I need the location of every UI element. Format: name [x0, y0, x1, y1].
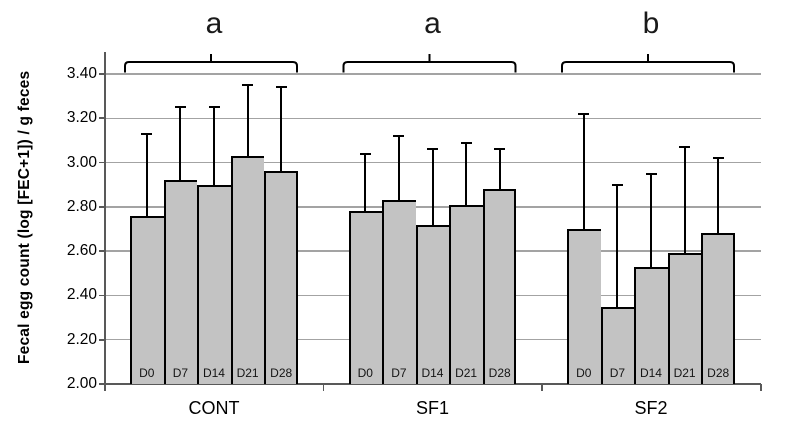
- error-bar-sf1-d0: [364, 153, 367, 214]
- y-axis-tick-label: 2.20: [66, 330, 97, 348]
- bar-label-cont-d14: D14: [202, 366, 225, 380]
- group-label-sf1: SF1: [415, 398, 449, 418]
- error-bar-cont-d7: [179, 107, 182, 183]
- group-bracket-cont: [124, 54, 298, 73]
- y-axis-tick-label: 2.40: [66, 286, 97, 304]
- x-axis-tick: [322, 384, 325, 391]
- significance-letter-sf1: a: [424, 7, 441, 40]
- bar-label-sf2-d0: D0: [576, 366, 592, 380]
- y-axis-tick-label: 3.00: [66, 153, 97, 171]
- bar-label-sf2-d14: D14: [639, 366, 662, 380]
- error-bar-cont-d21: [246, 85, 249, 158]
- group-label-cont: CONT: [188, 398, 240, 418]
- error-bar-cap: [427, 148, 438, 151]
- significance-letter-cont: a: [205, 7, 223, 40]
- error-bar-cont-d14: [213, 107, 215, 187]
- bar-label-sf2-d7: D7: [609, 366, 626, 380]
- y-axis-tick: [99, 294, 105, 297]
- gridline: [105, 73, 761, 75]
- error-bar-cap: [460, 141, 472, 144]
- bar-label-cont-d21: D21: [236, 366, 259, 380]
- y-axis-tick: [99, 383, 105, 385]
- y-axis-tick-label: 2.60: [66, 242, 97, 260]
- bar-label-cont-d0: D0: [139, 366, 155, 380]
- bar-sf2-d7: [600, 306, 635, 384]
- x-axis-tick: [541, 384, 543, 391]
- bar-label-sf2-d21: D21: [673, 366, 696, 380]
- bar-sf1-d14: [415, 224, 450, 384]
- error-bar-sf2-d7: [616, 184, 619, 309]
- error-bar-cap: [494, 148, 506, 151]
- bar-label-cont-d28: D28: [270, 366, 293, 380]
- bar-label-sf1-d28: D28: [488, 366, 511, 380]
- y-axis-tick-label: 2.00: [66, 375, 97, 392]
- bar-sf1-d7: [382, 200, 416, 384]
- y-axis-tick-label: 3.20: [66, 109, 97, 127]
- error-bar-sf1-d21: [465, 142, 468, 207]
- error-bar-cap: [578, 112, 590, 115]
- bar-cont-d14: [197, 184, 231, 384]
- y-axis-line: [104, 52, 106, 384]
- bar-label-sf1-d14: D14: [421, 366, 444, 380]
- y-axis-tick: [99, 338, 105, 341]
- significance-letter-sf2: b: [642, 7, 660, 40]
- bar-label-sf2-d28: D28: [707, 366, 730, 380]
- error-bar-cap: [645, 172, 657, 175]
- y-axis-tick: [99, 206, 105, 208]
- y-axis-tick: [99, 73, 105, 75]
- gridline: [105, 117, 761, 119]
- y-axis-title: Fecal egg count (log [FEC+1]) / g feces: [16, 70, 33, 364]
- group-bracket-sf2: [561, 54, 735, 73]
- error-bar-cap: [712, 157, 724, 160]
- bar-sf2-d28: [701, 233, 735, 384]
- bar-cont-d28: [264, 171, 298, 384]
- significance-brackets: [124, 54, 735, 73]
- error-bar-sf2-d28: [717, 158, 720, 236]
- error-bar-cont-d28: [280, 87, 283, 174]
- error-bar-sf1-d7: [397, 136, 400, 203]
- error-bar-cont-d0: [145, 133, 148, 218]
- error-bar-cap: [275, 86, 287, 89]
- error-bar-sf2-d21: [683, 147, 686, 256]
- y-axis-tick: [99, 161, 105, 164]
- error-bar-sf1-d28: [498, 149, 501, 192]
- x-axis-tick: [104, 384, 106, 391]
- error-bar-cap: [141, 132, 153, 135]
- error-bar-sf1-d14: [431, 149, 434, 227]
- bar-label-cont-d7: D7: [172, 366, 189, 380]
- group-label-sf2: SF2: [634, 398, 668, 418]
- x-axis-tick: [760, 384, 762, 391]
- bar-sf1-d21: [449, 204, 483, 384]
- bar-cont-d7: [163, 180, 198, 384]
- bar-sf1-d0: [348, 211, 383, 384]
- error-bar-cap: [208, 106, 220, 109]
- error-bar-sf2-d0: [582, 113, 585, 231]
- error-bar-cap: [611, 183, 623, 186]
- error-bar-cap: [679, 146, 691, 149]
- y-axis-tick-label: 3.40: [66, 65, 97, 82]
- y-axis-tick: [99, 250, 105, 252]
- error-bar-sf2-d14: [650, 173, 652, 269]
- error-bar-cap: [359, 152, 371, 155]
- bar-cont-d21: [230, 155, 265, 384]
- bar-cont-d0: [130, 215, 164, 384]
- group-bracket-sf1: [342, 54, 517, 73]
- x-axis-line: [105, 383, 761, 385]
- error-bar-cap: [393, 135, 405, 137]
- bar-sf2-d21: [667, 253, 702, 384]
- bar-label-sf1-d0: D0: [357, 366, 373, 380]
- y-axis-tick-label: 2.80: [66, 197, 97, 215]
- y-axis-tick: [99, 117, 105, 120]
- error-bar-cap: [174, 106, 186, 109]
- bar-sf1-d28: [482, 189, 517, 384]
- error-bar-cap: [242, 84, 254, 87]
- bar-label-sf1-d7: D7: [391, 366, 407, 380]
- bar-label-sf1-d21: D21: [455, 366, 478, 380]
- bar-sf2-d0: [567, 229, 601, 384]
